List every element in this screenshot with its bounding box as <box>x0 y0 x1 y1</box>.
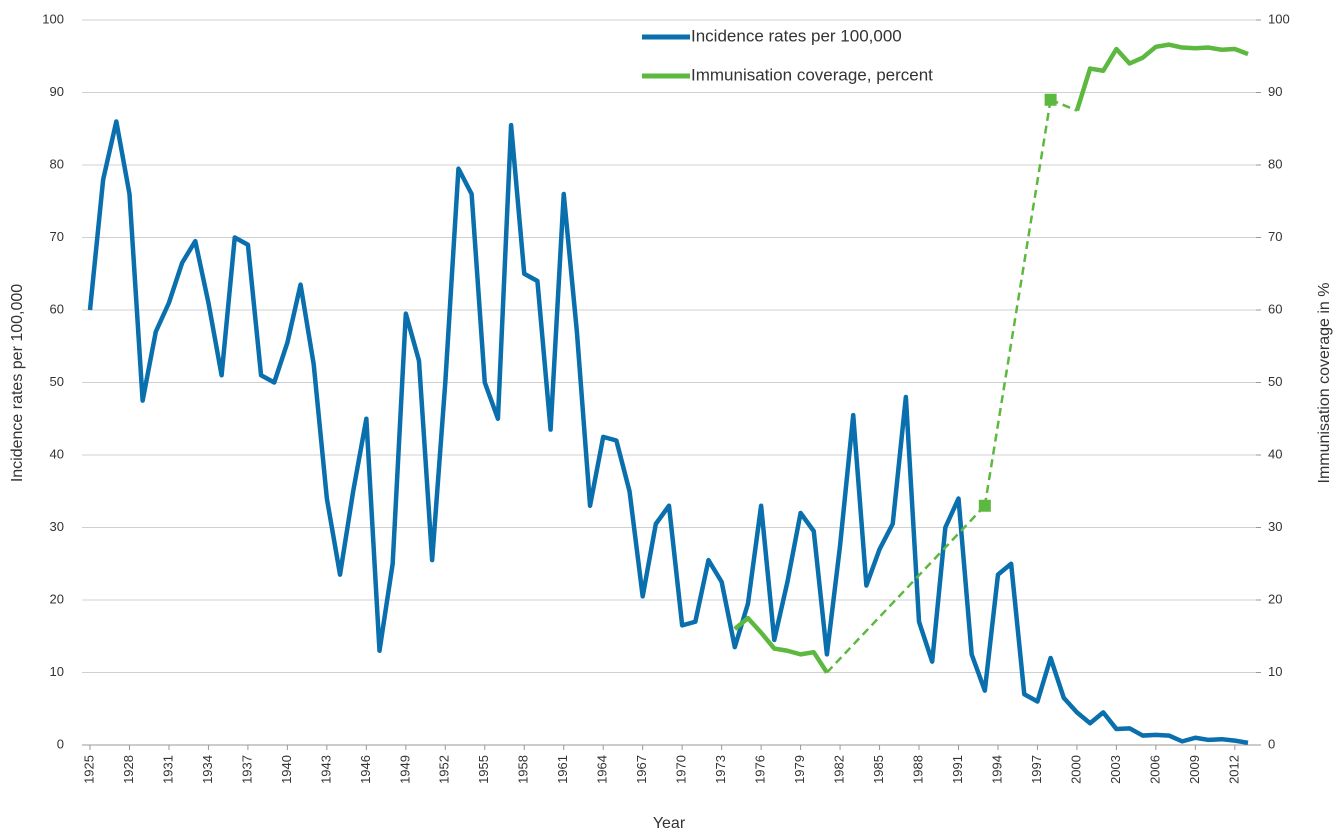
x-tick-label: 1958 <box>516 755 531 784</box>
x-tick-label: 1976 <box>753 755 768 784</box>
x-tick-label: 1973 <box>713 755 728 784</box>
y2-tick-label: 90 <box>1268 84 1282 99</box>
y2-tick-label: 60 <box>1268 301 1282 316</box>
x-tick-label: 2003 <box>1108 755 1123 784</box>
y-tick-label: 60 <box>50 301 64 316</box>
y-tick-label: 40 <box>50 446 64 461</box>
y-tick-label: 90 <box>50 84 64 99</box>
legend-label: Immunisation coverage, percent <box>691 65 933 84</box>
y2-tick-label: 30 <box>1268 519 1282 534</box>
y2-axis-label: Immunisation coverage in % <box>1316 283 1333 484</box>
gap-connector <box>983 99 1052 506</box>
x-axis-label: Year <box>653 815 686 832</box>
x-tick-label: 1928 <box>121 755 136 784</box>
x-tick-label: 1940 <box>279 755 294 784</box>
x-tick-label: 1979 <box>792 755 807 784</box>
y2-tick-label: 100 <box>1268 11 1290 26</box>
x-tick-label: 1937 <box>239 755 254 784</box>
gap-connector <box>1050 98 1078 112</box>
x-tick-label: 1967 <box>634 755 649 784</box>
y2-tick-label: 10 <box>1268 664 1282 679</box>
x-tick-label: 1970 <box>674 755 689 784</box>
x-tick-label: 1955 <box>476 755 491 784</box>
y-tick-label: 0 <box>57 736 64 751</box>
series-line <box>87 119 1249 746</box>
x-tick-label: 1991 <box>950 755 965 784</box>
y-tick-label: 20 <box>50 591 64 606</box>
y-tick-label: 70 <box>50 229 64 244</box>
x-tick-label: 1988 <box>910 755 925 784</box>
x-tick-label: 2012 <box>1226 755 1241 784</box>
x-tick-label: 1946 <box>358 755 373 784</box>
x-tick-label: 1964 <box>595 755 610 784</box>
y2-tick-label: 0 <box>1268 736 1275 751</box>
y-tick-label: 50 <box>50 374 64 389</box>
x-tick-label: 1949 <box>397 755 412 784</box>
y-axis-label: Incidence rates per 100,000 <box>9 284 26 482</box>
x-tick-label: 2006 <box>1147 755 1162 784</box>
x-tick-label: 1982 <box>832 755 847 784</box>
y2-tick-label: 50 <box>1268 374 1282 389</box>
x-tick-label: 2009 <box>1187 755 1202 784</box>
x-tick-label: 1997 <box>1029 755 1044 784</box>
y2-tick-label: 20 <box>1268 591 1282 606</box>
series-line <box>733 615 829 674</box>
y2-tick-label: 80 <box>1268 156 1282 171</box>
x-tick-label: 1943 <box>318 755 333 784</box>
x-tick-label: 2000 <box>1068 755 1083 784</box>
x-tick-label: 1952 <box>437 755 452 784</box>
x-tick-label: 1961 <box>555 755 570 784</box>
y-tick-label: 10 <box>50 664 64 679</box>
x-tick-label: 1994 <box>989 755 1004 784</box>
x-tick-label: 1985 <box>871 755 886 784</box>
y2-tick-label: 40 <box>1268 446 1282 461</box>
x-tick-label: 1925 <box>81 755 96 784</box>
y-tick-label: 30 <box>50 519 64 534</box>
y-tick-label: 100 <box>42 11 64 26</box>
x-tick-label: 1934 <box>200 755 215 784</box>
series-line <box>1074 42 1249 112</box>
y-tick-label: 80 <box>50 156 64 171</box>
x-tick-label: 1931 <box>160 755 175 784</box>
legend-label: Incidence rates per 100,000 <box>691 26 902 45</box>
y2-tick-label: 70 <box>1268 229 1282 244</box>
gap-connector <box>826 504 986 674</box>
